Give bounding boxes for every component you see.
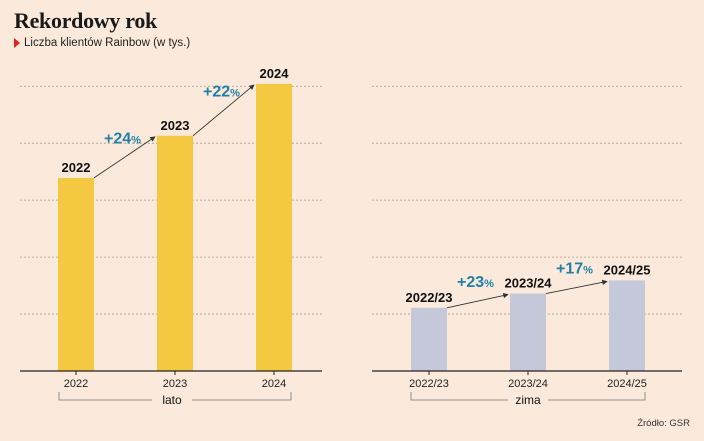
bar-lato-2024 xyxy=(256,83,292,372)
growth-percent-sign: % xyxy=(131,134,141,146)
group-bracket-left xyxy=(410,392,508,401)
x-tick-label: 2023 xyxy=(163,378,187,390)
growth-arrow xyxy=(93,136,156,179)
growth-percent-sign: % xyxy=(484,278,494,290)
chart-title: Rekordowy rok xyxy=(14,8,157,33)
growth-value: +17 xyxy=(556,260,583,277)
growth-value: +22 xyxy=(203,83,230,100)
bar-label: 2024/25 xyxy=(604,262,651,277)
growth-value: +24 xyxy=(104,130,131,147)
group-bracket-right xyxy=(192,392,292,401)
growth-label: +24% xyxy=(104,130,141,147)
growth-percent-sign: % xyxy=(230,87,240,99)
x-tick-label: 2024/25 xyxy=(607,378,647,390)
triangle-marker-icon xyxy=(14,38,20,48)
growth-percent-sign: % xyxy=(583,264,593,276)
growth-label: +23% xyxy=(457,274,494,291)
group-label: zima xyxy=(515,393,541,407)
growth-arrow xyxy=(545,279,608,294)
bar-label: 2023 xyxy=(161,118,190,133)
x-tick-label: 2022 xyxy=(64,378,88,390)
x-tick-label: 2023/24 xyxy=(508,378,548,390)
bar-label: 2022/23 xyxy=(406,290,453,305)
subtitle-text: Liczba klientów Rainbow (w tys.) xyxy=(24,37,191,49)
group-bracket-left xyxy=(58,392,152,401)
bar-zima-2022/23 xyxy=(411,307,447,371)
group-bracket-right xyxy=(548,392,646,401)
bar-zima-2023/24 xyxy=(510,293,546,371)
bar-zima-2024/25 xyxy=(609,280,645,371)
bar-label: 2024 xyxy=(260,66,290,81)
bar-lato-2023 xyxy=(157,135,193,371)
growth-label: +22% xyxy=(203,83,240,100)
bar-label: 2022 xyxy=(62,160,91,175)
group-label: lato xyxy=(162,393,182,407)
x-tick-label: 2024 xyxy=(262,378,286,390)
growth-arrow xyxy=(192,84,255,137)
bar-label: 2023/24 xyxy=(505,276,553,291)
x-tick-label: 2022/23 xyxy=(409,378,449,390)
growth-label: +17% xyxy=(556,260,593,277)
growth-value: +23 xyxy=(457,274,484,291)
bar-lato-2022 xyxy=(58,177,94,371)
source-note: Źródło: GSR xyxy=(637,418,690,429)
growth-arrow xyxy=(446,292,509,309)
chart-subtitle: Liczba klientów Rainbow (w tys.) xyxy=(14,37,190,49)
